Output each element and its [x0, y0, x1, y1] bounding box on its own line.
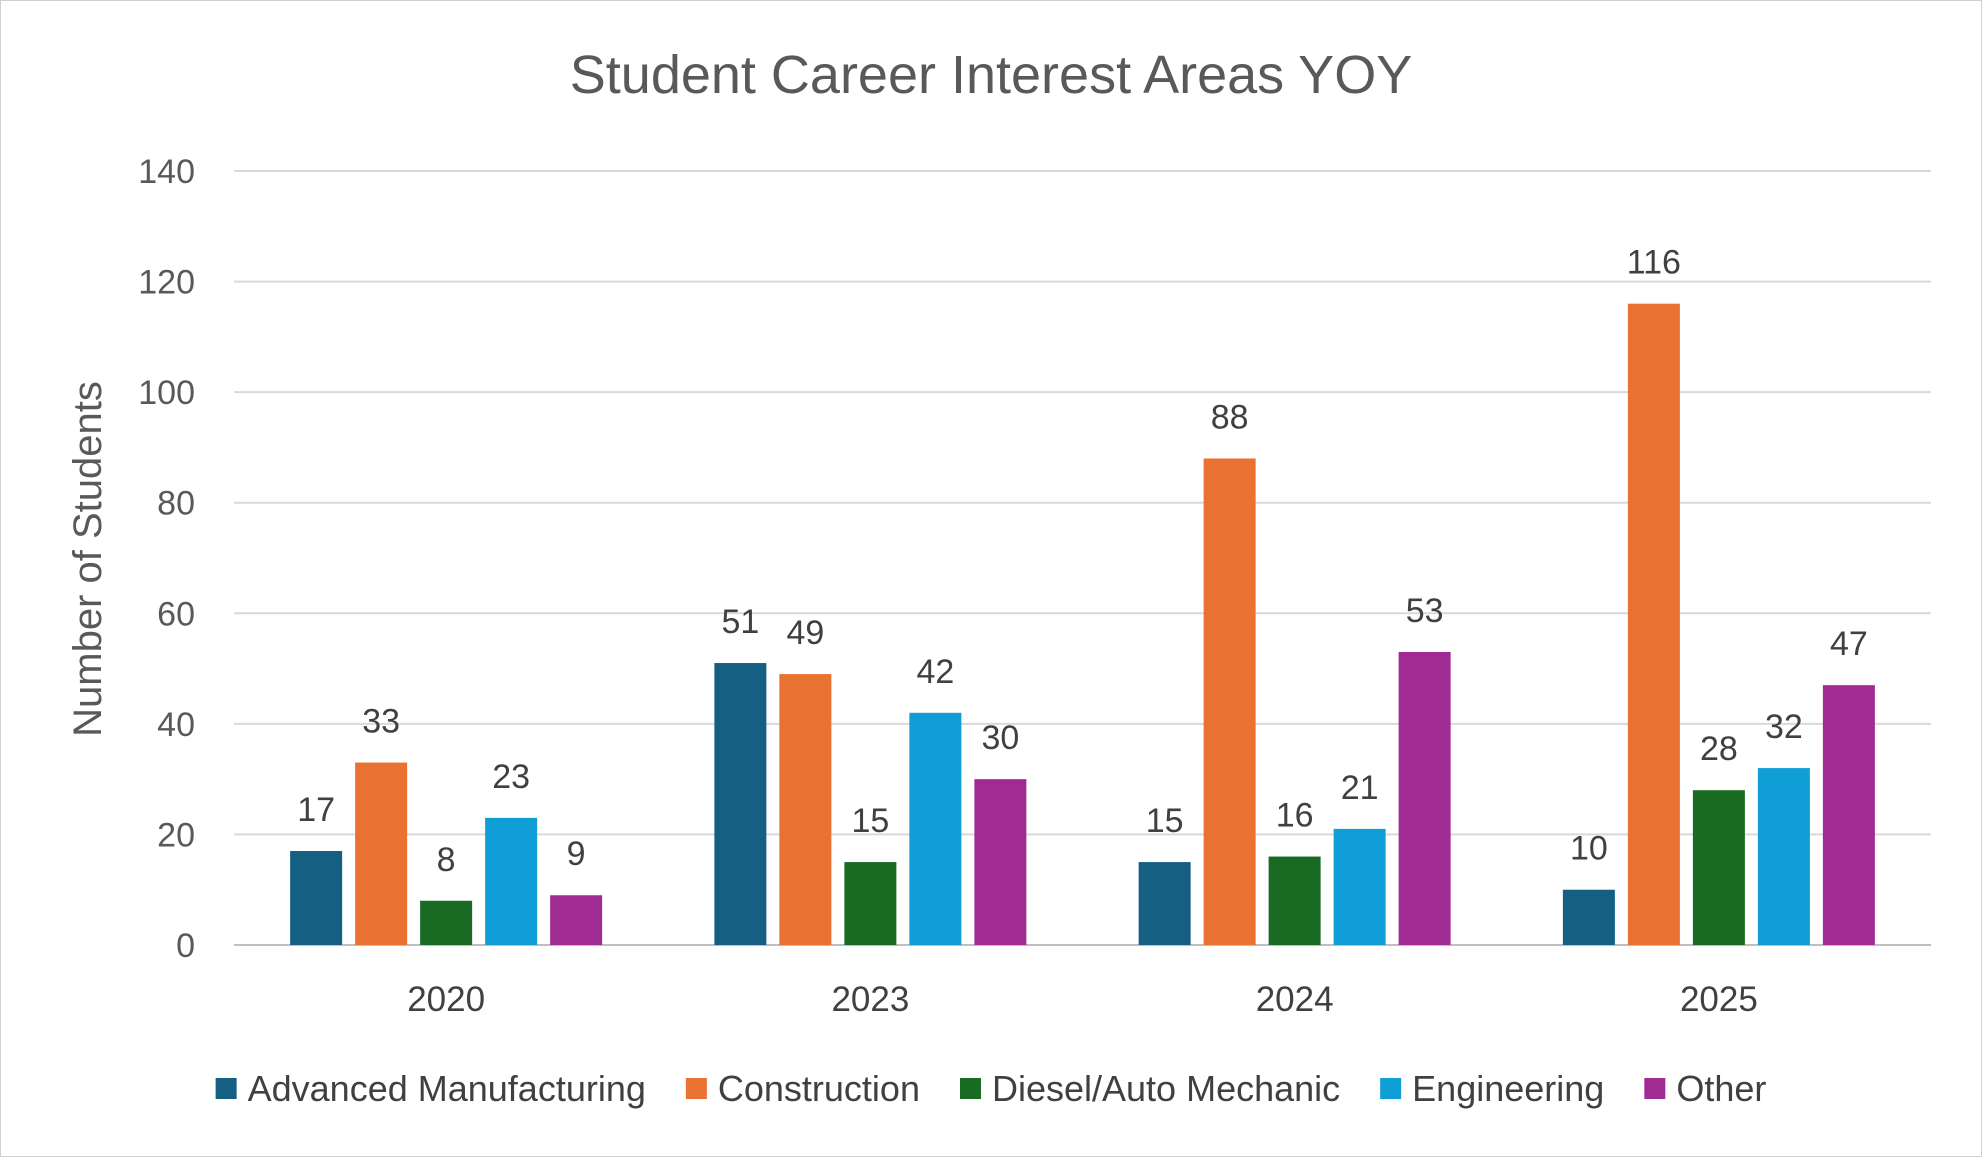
data-label: 15 [851, 802, 889, 840]
legend-swatch [1644, 1078, 1666, 1099]
bar [714, 663, 767, 945]
data-label: 10 [1570, 830, 1608, 868]
y-axis-label: Number of Students [66, 381, 110, 737]
data-label: 8 [437, 841, 456, 879]
bar [1562, 889, 1615, 945]
data-label: 42 [916, 653, 954, 691]
y-tick-label: 40 [157, 706, 195, 744]
data-label: 116 [1627, 244, 1681, 282]
legend-label: Diesel/Auto Mechanic [992, 1068, 1340, 1109]
bar [1333, 828, 1386, 945]
bar [909, 712, 962, 945]
bar [290, 851, 343, 945]
bar [1268, 856, 1321, 945]
bar [1398, 651, 1451, 945]
data-label: 15 [1146, 802, 1184, 840]
data-label: 9 [567, 835, 586, 873]
legend-swatch [215, 1078, 237, 1099]
data-label: 17 [297, 791, 335, 829]
x-axis-ticks: 2020 2023 2024 2025 [407, 980, 1758, 1019]
bar [1757, 768, 1810, 945]
legend-swatch [1380, 1078, 1402, 1099]
y-tick-label: 60 [157, 595, 195, 633]
chart-title: Student Career Interest Areas YOY [570, 45, 1412, 105]
legend: Advanced Manufacturing Construction Diesel… [215, 1068, 1766, 1109]
bars [290, 303, 1875, 946]
bar [485, 817, 538, 945]
bar [550, 895, 603, 945]
legend-swatch [685, 1078, 707, 1099]
bar [1203, 458, 1256, 945]
legend-label: Engineering [1412, 1068, 1604, 1109]
y-tick-label: 20 [157, 816, 195, 854]
data-label: 30 [981, 719, 1019, 757]
bar [1822, 685, 1875, 945]
y-tick-label: 100 [138, 374, 195, 412]
data-label: 28 [1700, 730, 1738, 768]
legend-label: Other [1676, 1068, 1766, 1109]
data-label: 32 [1765, 708, 1803, 746]
data-label: 88 [1211, 398, 1249, 436]
legend-swatch [959, 1078, 981, 1099]
bar [844, 862, 897, 945]
x-tick-label: 2020 [407, 980, 485, 1019]
bar [974, 779, 1027, 945]
y-tick-label: 120 [138, 264, 195, 302]
y-tick-label: 140 [138, 153, 195, 191]
x-tick-label: 2024 [1256, 980, 1334, 1019]
y-tick-label: 80 [157, 485, 195, 523]
bar [420, 900, 473, 945]
data-label: 33 [362, 703, 400, 741]
x-tick-label: 2023 [831, 980, 909, 1019]
y-axis-ticks: 0 20 40 60 80 100 120 140 [138, 153, 195, 965]
x-tick-label: 2025 [1680, 980, 1758, 1019]
data-label: 51 [721, 603, 759, 641]
data-label: 21 [1341, 769, 1379, 807]
y-tick-label: 0 [176, 927, 195, 965]
legend-label: Advanced Manufacturing [248, 1068, 646, 1109]
bar [1692, 790, 1745, 945]
bar [779, 674, 832, 945]
data-label: 47 [1830, 625, 1868, 663]
legend-label: Construction [718, 1068, 920, 1109]
bar [1138, 862, 1191, 945]
data-label: 16 [1276, 797, 1314, 835]
data-labels: 17 33 8 23 9 51 49 15 42 30 15 88 16 21 53 10 116 28 32 47 [297, 244, 1868, 879]
data-label: 49 [786, 614, 824, 652]
data-label: 23 [492, 758, 530, 796]
bar [355, 762, 408, 945]
data-label: 53 [1406, 592, 1444, 630]
bar [1627, 303, 1680, 946]
